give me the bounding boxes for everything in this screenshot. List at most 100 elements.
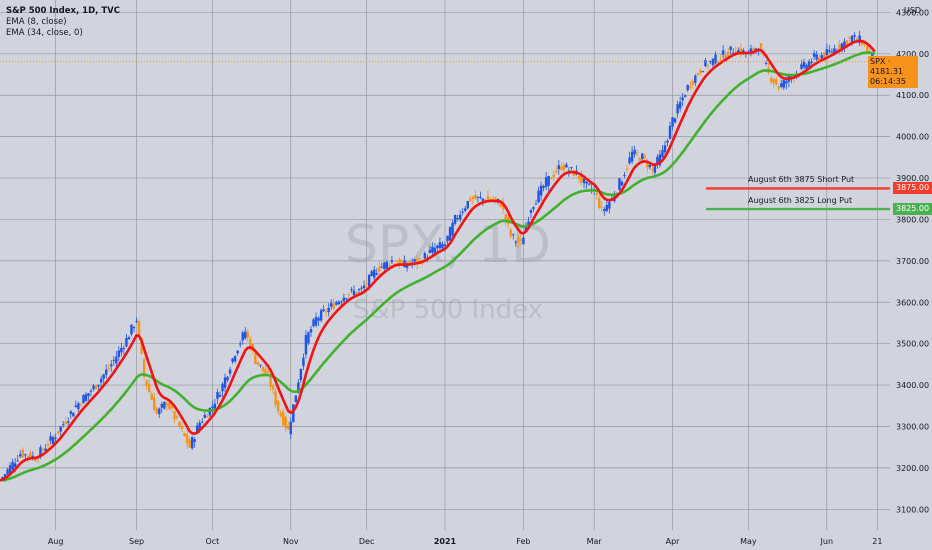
x-tick-label: Apr — [666, 537, 681, 546]
candle-body — [780, 83, 783, 87]
candle-body — [135, 320, 138, 322]
candle-body — [438, 242, 442, 249]
put-level-lines — [706, 187, 890, 211]
candle-body — [261, 366, 265, 371]
candle-body — [714, 54, 717, 64]
candle-body — [641, 153, 644, 160]
candle-body — [524, 226, 528, 232]
x-tick-label: 21 — [872, 537, 882, 546]
candle-body — [413, 259, 416, 262]
candle-body — [855, 38, 859, 41]
candle-body — [608, 202, 611, 209]
candle-body — [307, 332, 310, 344]
candle-body — [729, 46, 732, 50]
candle-body — [643, 156, 646, 158]
candle-body — [365, 283, 368, 285]
y-tick-label: 4200.00 — [896, 50, 929, 59]
candle-body — [830, 51, 834, 53]
candle-body — [309, 329, 313, 333]
candle-body — [385, 261, 389, 269]
candle-body — [418, 258, 421, 260]
candle-body — [249, 338, 252, 350]
candle-body — [62, 424, 65, 426]
candle-body — [330, 303, 333, 307]
candle-body — [726, 51, 730, 57]
candle-body — [97, 384, 100, 387]
candle-body — [145, 380, 148, 386]
y-tick-label: 3400.00 — [896, 381, 929, 390]
candle-body — [112, 359, 115, 361]
candle-body — [512, 234, 515, 236]
candle-body — [378, 266, 381, 272]
candle-body — [51, 437, 55, 445]
x-tick-label: Feb — [516, 537, 530, 546]
candle-body — [367, 274, 371, 287]
candle-body — [415, 259, 419, 264]
candle-body — [464, 208, 467, 211]
candle-body — [221, 383, 224, 392]
candle-body — [21, 449, 24, 458]
candle-body — [302, 357, 305, 366]
candle-body — [633, 149, 636, 155]
y-tick-label: 3900.00 — [896, 174, 929, 183]
last-price-symbol: SPX — [870, 56, 886, 66]
candle-body — [441, 244, 444, 249]
candle-body — [8, 465, 12, 474]
candle-body — [350, 289, 353, 291]
candle-body — [653, 165, 657, 173]
candle-body — [681, 97, 684, 101]
candle-body — [481, 198, 485, 201]
candle-body — [499, 204, 502, 207]
candle-body — [163, 401, 166, 409]
candle-body — [557, 165, 560, 170]
candle-body — [694, 75, 697, 83]
candle-body — [805, 64, 808, 70]
candle-body — [428, 249, 432, 253]
y-tick-label: 3800.00 — [896, 215, 929, 224]
candle-body — [522, 237, 525, 245]
candle-body — [218, 395, 222, 397]
candle-body — [777, 86, 780, 89]
candle-body — [299, 368, 303, 381]
candle-body — [448, 227, 452, 241]
bar-countdown: 06:14:35 — [870, 76, 906, 86]
candle-body — [509, 229, 512, 237]
candle-body — [853, 34, 856, 37]
candle-body — [6, 469, 9, 475]
x-tick-label: Nov — [283, 537, 299, 546]
candle-body — [36, 458, 40, 460]
candle-body — [110, 364, 113, 367]
legend-ema-slow: EMA (34, close, 0) — [6, 28, 83, 38]
candle-body — [405, 265, 409, 268]
candle-body — [34, 458, 37, 462]
candle-body — [598, 198, 601, 208]
candle-body — [92, 385, 95, 390]
candle-body — [107, 367, 110, 369]
candle-body — [671, 117, 674, 127]
candle-body — [168, 402, 171, 410]
candle-body — [635, 152, 639, 154]
candle-body — [446, 235, 449, 242]
candle-body — [451, 222, 454, 236]
candle-body — [304, 335, 308, 355]
candle-body — [155, 408, 158, 414]
candle-body — [630, 151, 634, 162]
candle-body — [431, 246, 434, 253]
candle-body — [517, 237, 520, 243]
candle-body — [69, 411, 72, 414]
candle-body — [840, 43, 844, 50]
candle-body — [466, 201, 469, 209]
candle-body — [752, 48, 755, 52]
long-put-price-tag: 3825.00 — [893, 203, 932, 216]
candle-body — [823, 52, 826, 59]
candle-body — [701, 71, 705, 73]
candle-body — [79, 404, 83, 406]
candle-body — [691, 81, 694, 85]
candle-body — [211, 406, 214, 408]
candle-body — [125, 337, 128, 347]
candle-body — [529, 210, 533, 213]
candle-body — [132, 327, 136, 329]
candle-body — [802, 61, 806, 68]
candle-body — [269, 377, 272, 388]
